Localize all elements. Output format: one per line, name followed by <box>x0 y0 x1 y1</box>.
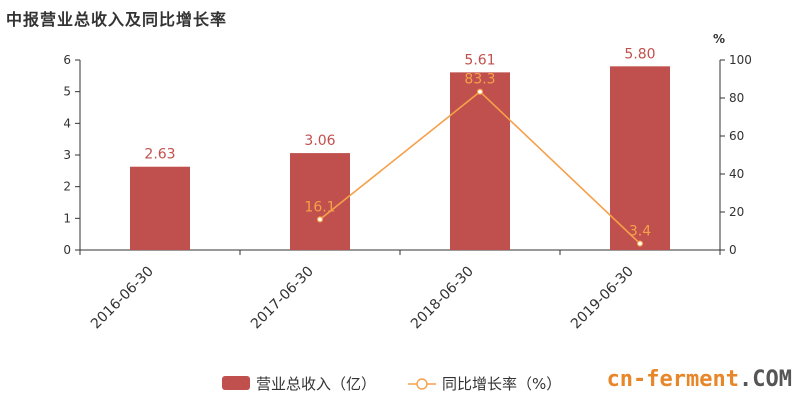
y-right-unit: % <box>713 32 725 46</box>
bar-label: 2.63 <box>144 147 175 163</box>
y-right-tick-label: 100 <box>729 53 752 67</box>
bar <box>450 72 510 250</box>
bar <box>130 166 190 250</box>
y-left-tick-label: 3 <box>63 148 71 162</box>
x-tick-label: 2016-06-30 <box>88 264 157 333</box>
legend-line-marker <box>416 378 428 390</box>
y-left-tick-label: 4 <box>63 116 71 130</box>
line-point <box>316 216 324 223</box>
y-right-tick-label: 20 <box>729 205 744 219</box>
x-tick-label: 2019-06-30 <box>568 264 637 333</box>
y-right-tick-label: 40 <box>729 167 744 181</box>
bar-label: 5.80 <box>624 46 655 62</box>
y-left-tick-label: 2 <box>63 180 71 194</box>
bar-label: 3.06 <box>304 133 335 149</box>
chart-title: 中报营业总收入及同比增长率 <box>6 10 228 29</box>
y-right-tick-label: 0 <box>729 243 737 257</box>
bar <box>610 66 670 250</box>
line-label: 3.4 <box>629 224 651 240</box>
y-left-tick-label: 5 <box>63 85 71 99</box>
x-tick-label: 2018-06-30 <box>408 264 477 333</box>
y-left-tick-label: 6 <box>63 53 71 67</box>
line-label: 16.1 <box>304 199 335 215</box>
y-left-tick-label: 1 <box>63 211 71 225</box>
bar-label: 5.61 <box>464 52 495 68</box>
x-tick-label: 2017-06-30 <box>248 264 317 333</box>
legend-bar-swatch <box>222 376 250 390</box>
line-point <box>636 240 644 247</box>
y-right-tick-label: 60 <box>729 129 744 143</box>
watermark-logo: cn-ferment.COM <box>606 367 792 392</box>
legend-bar-label: 营业总收入（亿） <box>256 375 376 393</box>
y-right-tick-label: 80 <box>729 91 744 105</box>
line-point <box>476 88 484 95</box>
legend-line-label: 同比增长率（%） <box>442 375 561 393</box>
y-left-tick-label: 0 <box>63 243 71 257</box>
line-label: 83.3 <box>464 72 495 88</box>
bar <box>290 153 350 250</box>
